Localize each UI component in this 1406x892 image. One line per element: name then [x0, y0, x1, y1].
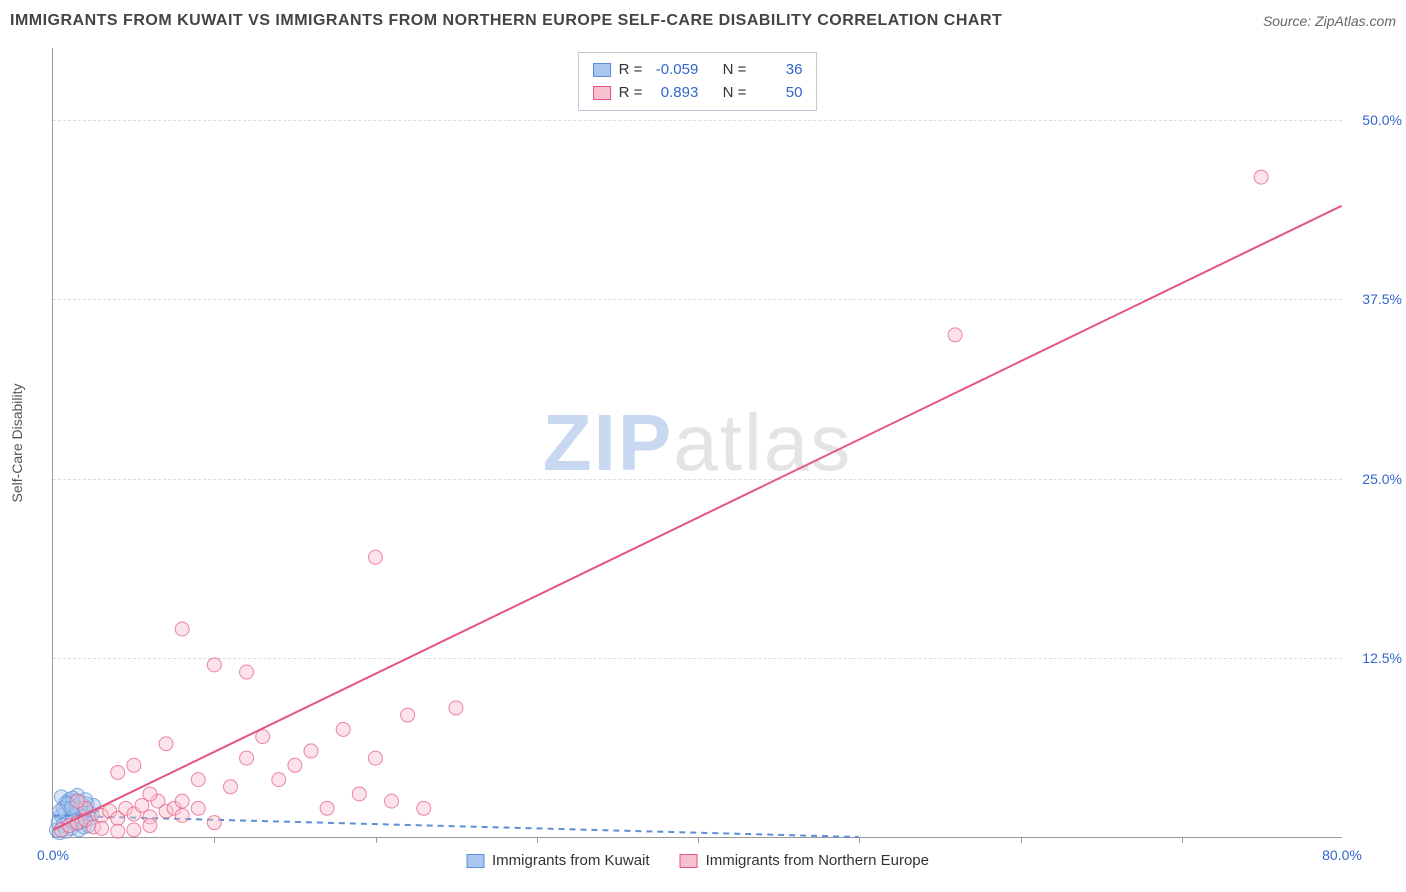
swatch-kuwait: [593, 63, 611, 77]
data-point-northern_europe: [385, 794, 399, 808]
data-point-northern_europe: [401, 708, 415, 722]
stats-legend: R = -0.059 N = 36 R = 0.893 N = 50: [578, 52, 818, 111]
data-point-northern_europe: [336, 722, 350, 736]
xtick: [1182, 837, 1183, 843]
ytick-label: 25.0%: [1347, 471, 1402, 487]
data-point-northern_europe: [191, 773, 205, 787]
data-point-northern_europe: [111, 765, 125, 779]
data-point-northern_europe: [127, 758, 141, 772]
data-point-northern_europe: [223, 780, 237, 794]
data-point-northern_europe: [272, 773, 286, 787]
stats-row-kuwait: R = -0.059 N = 36: [593, 59, 803, 82]
data-point-northern_europe: [948, 328, 962, 342]
xtick: [214, 837, 215, 843]
r-label: R =: [619, 59, 643, 82]
data-point-northern_europe: [240, 665, 254, 679]
data-point-northern_europe: [207, 816, 221, 830]
swatch-northern_europe: [680, 854, 698, 868]
data-point-northern_europe: [449, 701, 463, 715]
swatch-kuwait: [466, 854, 484, 868]
data-point-northern_europe: [304, 744, 318, 758]
chart-svg: [53, 48, 1342, 837]
xtick: [859, 837, 860, 843]
xtick: [537, 837, 538, 843]
source-label: Source: ZipAtlas.com: [1263, 13, 1396, 29]
ytick-label: 12.5%: [1347, 650, 1402, 666]
data-point-northern_europe: [288, 758, 302, 772]
legend-label-northern_europe: Immigrants from Northern Europe: [706, 852, 929, 869]
n-label: N =: [723, 59, 747, 82]
data-point-northern_europe: [143, 787, 157, 801]
data-point-northern_europe: [175, 794, 189, 808]
xtick-max: 80.0%: [1322, 847, 1362, 863]
data-point-northern_europe: [127, 823, 141, 837]
data-point-northern_europe: [352, 787, 366, 801]
ytick-label: 50.0%: [1347, 112, 1402, 128]
legend-item-northern_europe: Immigrants from Northern Europe: [680, 852, 929, 869]
data-point-northern_europe: [143, 819, 157, 833]
r-label: R =: [619, 82, 643, 105]
data-point-northern_europe: [191, 801, 205, 815]
data-point-northern_europe: [207, 658, 221, 672]
data-point-northern_europe: [320, 801, 334, 815]
data-point-northern_europe: [417, 801, 431, 815]
data-point-northern_europe: [70, 794, 84, 808]
xtick: [698, 837, 699, 843]
data-point-northern_europe: [368, 751, 382, 765]
data-point-northern_europe: [175, 808, 189, 822]
swatch-northern_europe: [593, 86, 611, 100]
ytick-label: 37.5%: [1347, 291, 1402, 307]
n-value-kuwait: 36: [754, 59, 802, 82]
legend-item-kuwait: Immigrants from Kuwait: [466, 852, 650, 869]
r-value-kuwait: -0.059: [650, 59, 698, 82]
data-point-northern_europe: [1254, 170, 1268, 184]
data-point-northern_europe: [240, 751, 254, 765]
legend-label-kuwait: Immigrants from Kuwait: [492, 852, 650, 869]
n-value-northern_europe: 50: [754, 82, 802, 105]
data-point-northern_europe: [111, 824, 125, 838]
xtick: [1021, 837, 1022, 843]
data-point-northern_europe: [95, 821, 109, 835]
xtick-min: 0.0%: [37, 847, 69, 863]
trend-line-kuwait: [53, 815, 858, 837]
chart-title: IMMIGRANTS FROM KUWAIT VS IMMIGRANTS FRO…: [10, 12, 1002, 30]
stats-row-northern_europe: R = 0.893 N = 50: [593, 82, 803, 105]
data-point-northern_europe: [159, 737, 173, 751]
plot-area: Self-Care Disability ZIPatlas 12.5%25.0%…: [52, 48, 1342, 838]
data-point-northern_europe: [175, 622, 189, 636]
trend-line-northern_europe: [53, 206, 1341, 830]
series-legend: Immigrants from Kuwait Immigrants from No…: [466, 852, 929, 869]
n-label: N =: [723, 82, 747, 105]
xtick: [376, 837, 377, 843]
data-point-northern_europe: [368, 550, 382, 564]
r-value-northern_europe: 0.893: [650, 82, 698, 105]
yaxis-title: Self-Care Disability: [9, 383, 25, 502]
